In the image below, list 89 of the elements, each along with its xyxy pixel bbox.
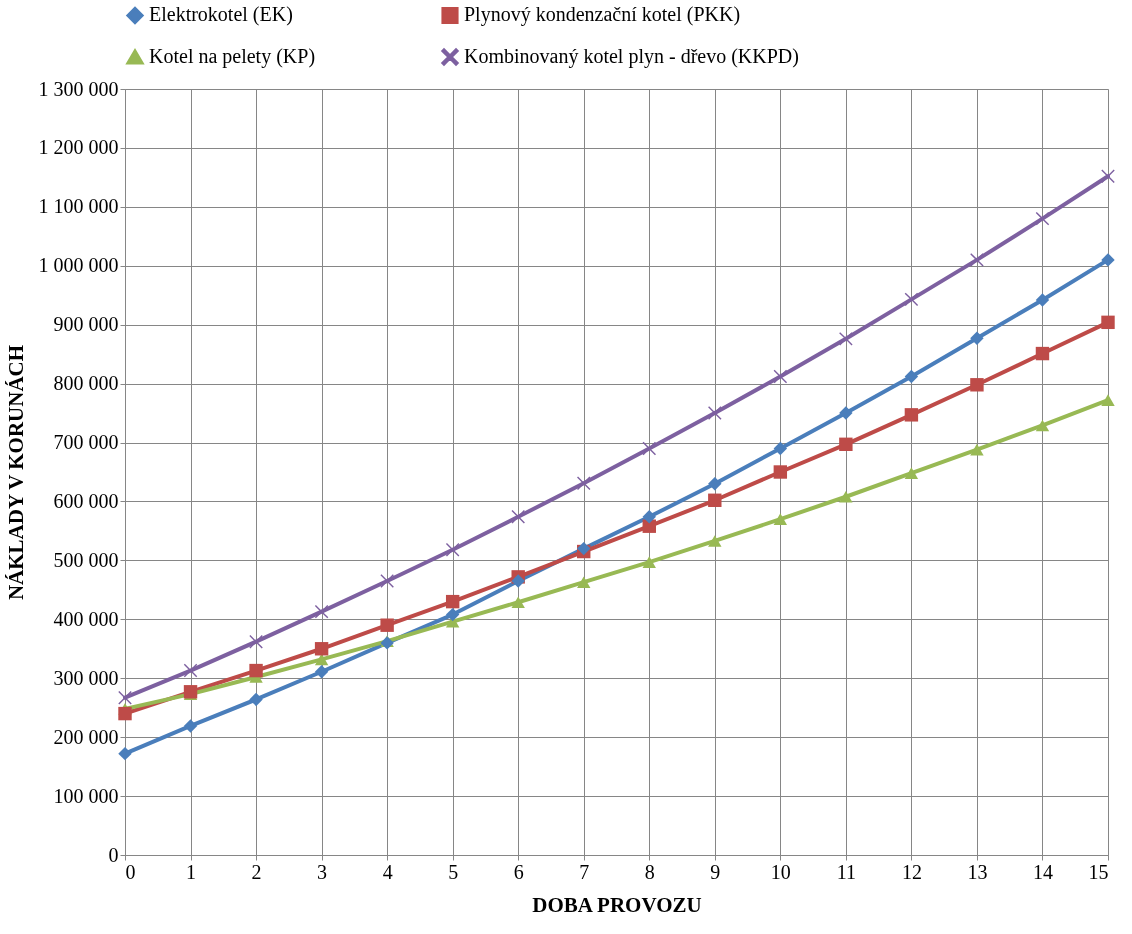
point [642, 441, 656, 456]
point [577, 576, 591, 588]
point [970, 378, 984, 392]
x-tick-label: 0 [125, 860, 136, 883]
point [708, 535, 722, 547]
y-tick-label: 1 200 000 [38, 136, 119, 159]
legend-label: Kombinovaný kotel plyn - dřevo (KKPD) [464, 45, 799, 68]
point [511, 596, 525, 609]
y-tick-label: 100 000 [53, 784, 119, 807]
x-tick-label: 3 [317, 860, 328, 883]
point [118, 690, 132, 705]
point [839, 332, 853, 346]
point [1035, 211, 1050, 226]
point [839, 437, 853, 452]
y-tick-label: 800 000 [53, 372, 119, 395]
point [314, 653, 329, 666]
point [314, 604, 329, 619]
x-tick-label: 1 [186, 860, 197, 883]
x-tick-label: 2 [251, 860, 262, 883]
y-tick-label: 0 [108, 843, 119, 866]
y-tick-label: 900 000 [53, 313, 119, 336]
x-tick-label: 13 [967, 860, 988, 883]
point [773, 513, 788, 525]
point [708, 493, 722, 507]
point [511, 510, 525, 524]
y-tick-label: 600 000 [53, 489, 119, 512]
y-tick-label: 1 000 000 [38, 254, 119, 277]
y-tick-label: 1 100 000 [38, 195, 119, 218]
point [708, 477, 722, 491]
point [970, 331, 984, 345]
legend-label: Plynový kondenzační kotel (PKK) [464, 3, 741, 27]
y-tick-label: 200 000 [53, 725, 119, 748]
point [904, 292, 919, 307]
point [249, 634, 263, 649]
point [839, 406, 853, 420]
point [183, 719, 198, 733]
point [773, 369, 788, 384]
point [1101, 394, 1115, 406]
point [1035, 293, 1050, 307]
y-tick-label: 1 300 000 [38, 77, 119, 100]
x-tick-label: 10 [770, 860, 791, 883]
x-tick-label: 11 [836, 860, 856, 883]
y-tick-label: 700 000 [53, 431, 119, 454]
point [642, 556, 656, 568]
point [314, 665, 329, 679]
x-tick-label: 7 [579, 860, 590, 883]
point [445, 594, 460, 609]
point [577, 476, 591, 490]
legend-label: Kotel na pelety (KP) [149, 45, 316, 68]
point [1035, 346, 1050, 361]
point [445, 543, 460, 557]
x-tick-label: 9 [710, 860, 721, 883]
point [445, 607, 460, 622]
point [970, 253, 984, 267]
point [1101, 169, 1115, 183]
point [773, 465, 788, 479]
point [249, 663, 263, 678]
point [118, 746, 132, 761]
point [380, 574, 394, 588]
point [249, 692, 263, 707]
point [511, 574, 525, 588]
point [183, 663, 198, 678]
point [118, 706, 132, 721]
point [904, 467, 919, 479]
point [904, 369, 919, 384]
point [773, 441, 788, 456]
x-tick-label: 12 [901, 860, 922, 883]
x-tick-label: 14 [1032, 860, 1053, 883]
point [642, 510, 656, 524]
point [380, 618, 394, 632]
y-tick-label: 300 000 [53, 666, 119, 689]
point [904, 408, 919, 422]
legend-label: Elektrokotel (EK) [149, 3, 293, 27]
point [970, 443, 984, 456]
point [839, 490, 853, 503]
y-tick-label: 500 000 [53, 548, 119, 571]
point [1035, 419, 1050, 432]
y-tick-label: 400 000 [53, 607, 119, 630]
x-tick-label: 15 [1088, 860, 1109, 883]
point [1101, 253, 1115, 267]
point [314, 642, 329, 656]
x-axis-title: DOBA PROVOZU [532, 892, 702, 917]
point [708, 406, 722, 420]
x-tick-label: 4 [382, 860, 393, 883]
point [1101, 315, 1115, 330]
x-tick-label: 5 [448, 860, 459, 883]
x-tick-label: 6 [513, 860, 524, 883]
y-axis-title: NÁKLADY V KORUNÁCH [3, 344, 28, 601]
x-tick-label: 8 [644, 860, 655, 883]
